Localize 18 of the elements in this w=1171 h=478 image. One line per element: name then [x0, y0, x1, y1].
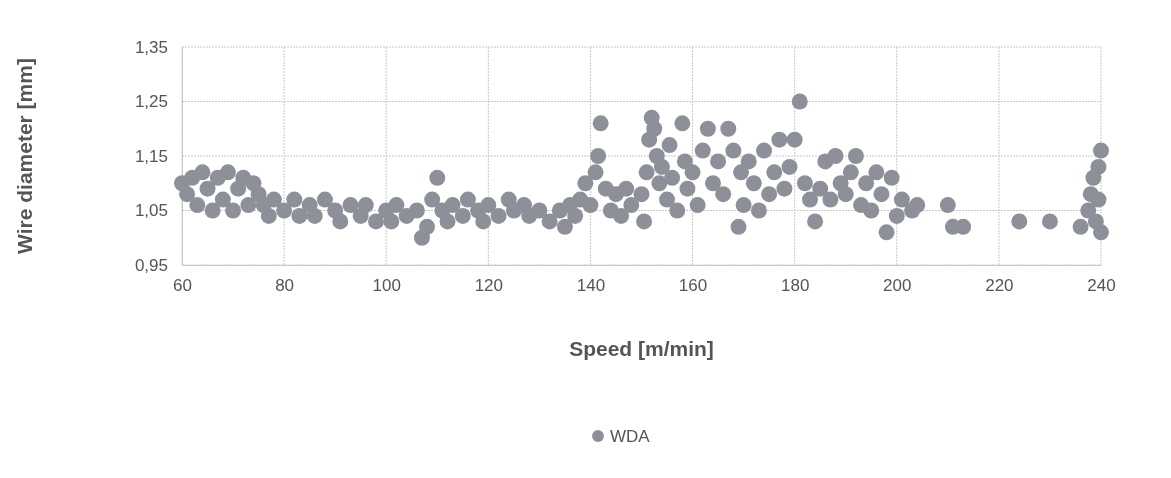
x-tick-label: 120 — [474, 276, 504, 296]
x-tick-label: 240 — [1087, 276, 1116, 296]
x-tick-label: 200 — [883, 276, 912, 296]
y-tick-label: 1,15 — [134, 146, 168, 166]
y-tick-label: 1,35 — [134, 37, 168, 57]
y-tick-label: 0,95 — [134, 255, 168, 275]
x-axis-title: Speed [m/min] — [569, 337, 714, 360]
y-tick-label: 1,25 — [134, 92, 168, 112]
x-tick-label: 100 — [372, 276, 401, 296]
x-tick-label: 140 — [576, 276, 606, 296]
y-axis-title: Wire diameter [mm] — [13, 58, 36, 254]
x-tick-label: 220 — [985, 276, 1014, 296]
x-tick-label: 160 — [678, 276, 708, 296]
x-tick-label: 80 — [275, 276, 295, 296]
x-tick-label: 180 — [780, 276, 810, 296]
y-tick-label: 1,05 — [134, 201, 168, 221]
x-tick-label: 60 — [173, 276, 192, 296]
legend-label: WDA — [610, 427, 651, 446]
